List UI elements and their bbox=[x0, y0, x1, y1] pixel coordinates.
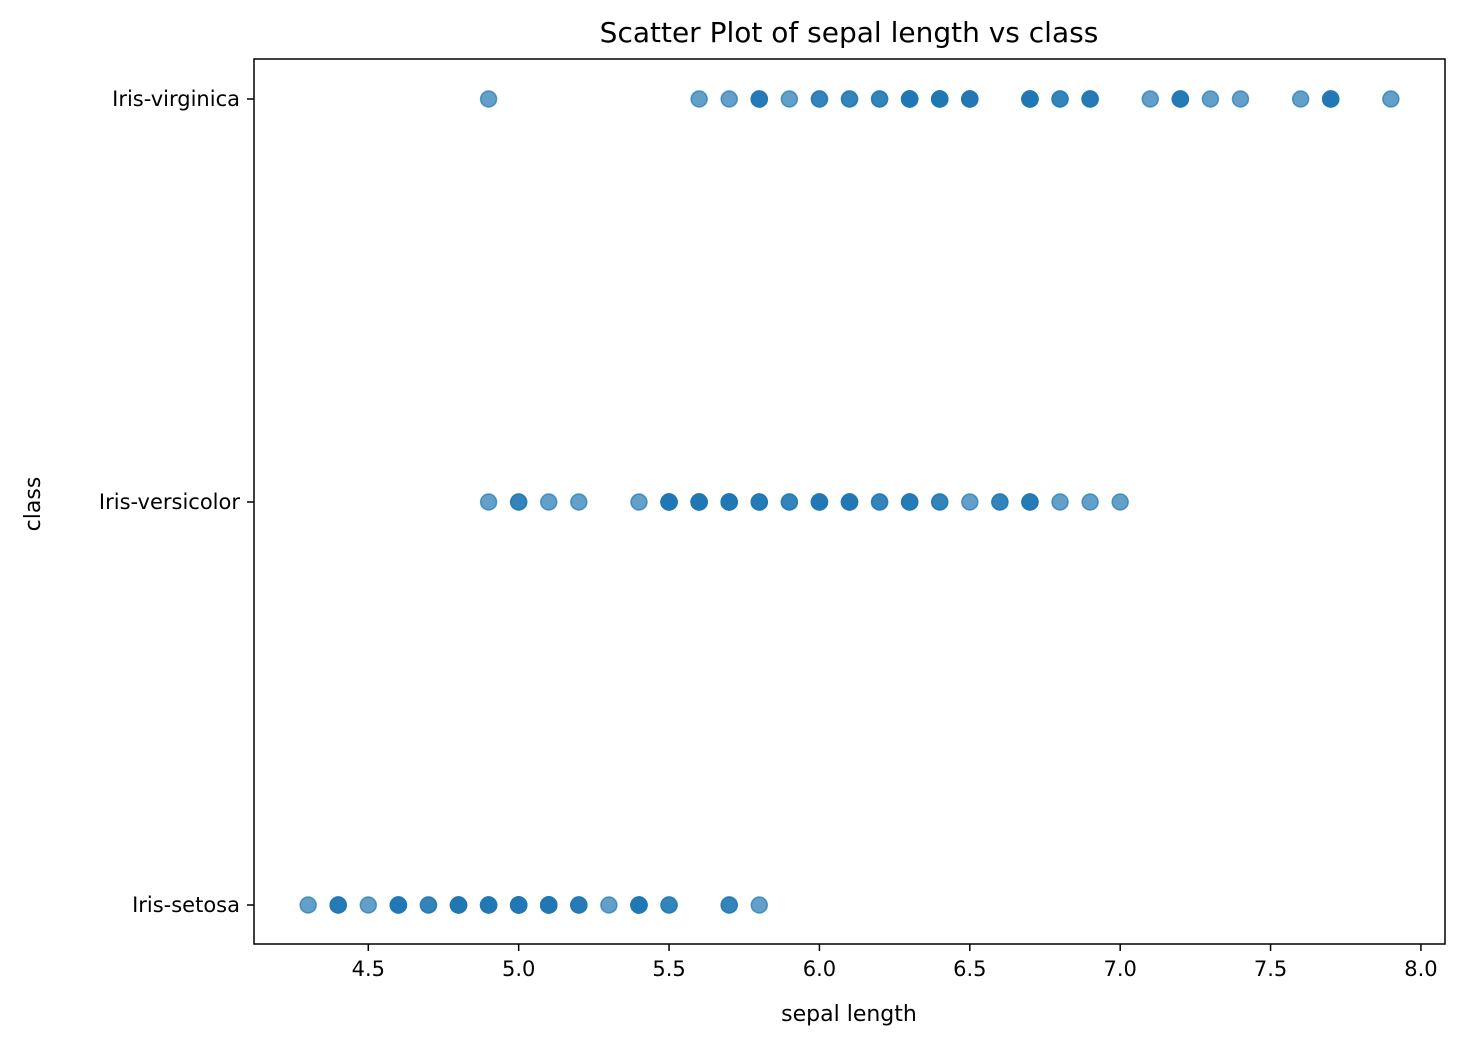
x-tick-label: 6.0 bbox=[803, 957, 836, 981]
data-point bbox=[479, 90, 498, 108]
x-tick-label: 5.0 bbox=[502, 957, 535, 981]
data-point bbox=[570, 493, 588, 511]
data-point bbox=[1141, 90, 1160, 108]
data-point bbox=[299, 896, 317, 914]
data-point bbox=[1111, 493, 1129, 511]
x-tick-label: 7.0 bbox=[1103, 957, 1136, 981]
data-point bbox=[1051, 493, 1069, 511]
data-point bbox=[750, 493, 769, 511]
data-point bbox=[870, 493, 889, 511]
data-point bbox=[479, 493, 498, 511]
y-tick-label: Iris-virginica bbox=[112, 87, 240, 111]
data-point bbox=[1201, 90, 1220, 108]
data-point bbox=[930, 90, 949, 108]
data-point bbox=[630, 896, 648, 914]
data-point bbox=[570, 896, 588, 914]
data-point bbox=[840, 90, 859, 108]
data-point bbox=[509, 493, 528, 511]
data-point bbox=[660, 896, 678, 914]
data-point bbox=[961, 493, 979, 511]
data-point bbox=[449, 896, 468, 914]
x-axis-label: sepal length bbox=[781, 1002, 917, 1027]
x-tick-label: 5.5 bbox=[652, 957, 685, 981]
data-point bbox=[1021, 90, 1039, 108]
data-point bbox=[720, 896, 738, 914]
data-point bbox=[780, 90, 799, 108]
data-point bbox=[720, 493, 738, 511]
data-point bbox=[1051, 90, 1069, 108]
x-tick-label: 6.5 bbox=[953, 957, 986, 981]
data-point bbox=[900, 90, 919, 108]
data-point bbox=[359, 896, 378, 914]
plot-area bbox=[299, 90, 1400, 914]
y-tick-label: Iris-setosa bbox=[132, 893, 240, 917]
data-point bbox=[810, 90, 829, 108]
data-point bbox=[630, 493, 648, 511]
data-point bbox=[1081, 90, 1099, 108]
data-point bbox=[750, 90, 769, 108]
data-point bbox=[1081, 493, 1099, 511]
x-tick-label: 4.5 bbox=[352, 957, 385, 981]
x-tick-label: 8.0 bbox=[1404, 957, 1437, 981]
data-point bbox=[690, 493, 708, 511]
data-point bbox=[1382, 90, 1400, 108]
data-point bbox=[509, 896, 528, 914]
data-point bbox=[930, 493, 949, 511]
y-axis-ticks: Iris-setosa Iris-versicolor Iris-virginica bbox=[99, 87, 254, 917]
data-point bbox=[329, 896, 347, 914]
chart-title: Scatter Plot of sepal length vs class bbox=[600, 16, 1099, 49]
data-point bbox=[1321, 90, 1340, 108]
data-point bbox=[780, 493, 799, 511]
data-point bbox=[479, 896, 498, 914]
data-point bbox=[840, 493, 859, 511]
data-point bbox=[660, 493, 678, 511]
data-point bbox=[539, 493, 558, 511]
data-point bbox=[1291, 90, 1310, 108]
y-axis-label: class bbox=[21, 477, 46, 532]
data-point bbox=[1231, 90, 1250, 108]
data-point bbox=[1171, 90, 1190, 108]
data-point bbox=[539, 896, 558, 914]
data-point bbox=[600, 896, 618, 914]
data-point bbox=[900, 493, 919, 511]
x-axis-ticks: 4.5 5.0 5.5 6.0 6.5 7.0 7.5 8.0 bbox=[352, 944, 1438, 981]
data-point bbox=[1021, 493, 1039, 511]
x-tick-label: 7.5 bbox=[1254, 957, 1287, 981]
data-point bbox=[750, 896, 769, 914]
data-point bbox=[870, 90, 889, 108]
data-point bbox=[810, 493, 829, 511]
data-point bbox=[389, 896, 408, 914]
data-point bbox=[720, 90, 738, 108]
y-tick-label: Iris-versicolor bbox=[99, 490, 240, 514]
data-point bbox=[991, 493, 1009, 511]
data-point bbox=[419, 896, 438, 914]
data-point bbox=[961, 90, 979, 108]
data-point bbox=[690, 90, 708, 108]
